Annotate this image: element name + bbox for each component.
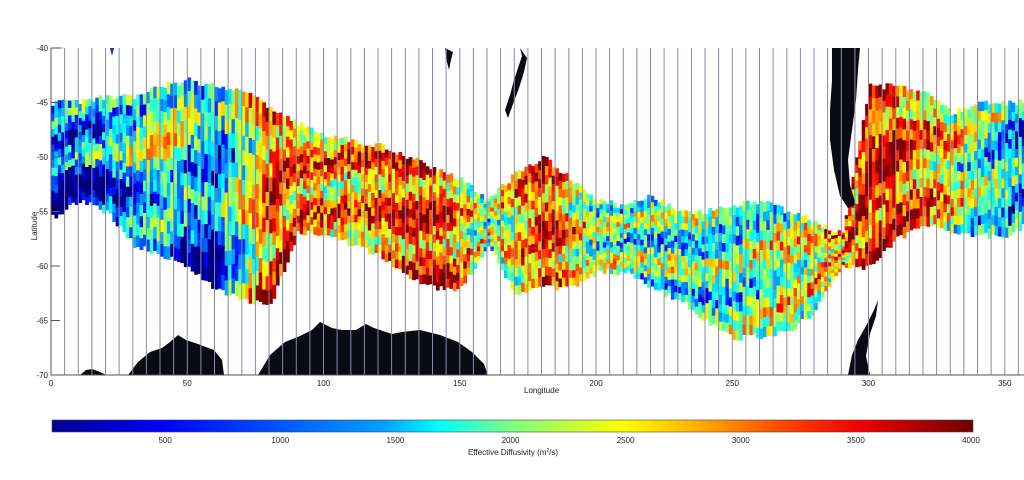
y-tick-label: -55 — [36, 208, 48, 217]
y-tick-label: -70 — [36, 371, 48, 380]
colorbar-ticks: 500 1000 1500 2000 2500 3000 3500 4000 — [158, 436, 980, 445]
y-tick-label: -60 — [36, 262, 48, 271]
colorbar-tick-label: 1000 — [271, 436, 289, 445]
x-tick-label: 200 — [589, 379, 603, 388]
y-tick-label: -50 — [36, 153, 48, 162]
x-axis-ticks: 0 50 100 150 200 250 300 350 — [49, 379, 1012, 388]
colorbar: 500 1000 1500 2000 2500 3000 3500 4000 Effectiv… — [51, 419, 980, 457]
x-tick-label: 350 — [998, 379, 1012, 388]
y-tick-label: -40 — [36, 44, 48, 53]
colorbar-tick-label: 3500 — [847, 436, 865, 445]
colorbar-tick-label: 1500 — [386, 436, 404, 445]
y-axis-label: Latitude — [30, 211, 39, 240]
x-axis-label: Longitude — [524, 386, 560, 395]
x-tick-label: 0 — [49, 379, 54, 388]
x-tick-label: 250 — [726, 379, 740, 388]
y-tick-label: -65 — [36, 317, 48, 326]
colorbar-tick-label: 4000 — [962, 436, 980, 445]
x-tick-label: 50 — [183, 379, 192, 388]
colorbar-tick-label: 2000 — [502, 436, 520, 445]
colorbar-tick-label: 2500 — [617, 436, 635, 445]
colorbar-tick-label: 3000 — [732, 436, 750, 445]
x-tick-label: 150 — [453, 379, 467, 388]
y-axis-ticks: -40 -45 -50 -55 -60 -65 -70 — [36, 44, 60, 380]
x-tick-label: 300 — [862, 379, 876, 388]
colorbar-label: Effective Diffusivity (m2/s) — [468, 448, 558, 457]
x-tick-label: 100 — [317, 379, 331, 388]
y-tick-label: -45 — [36, 99, 48, 108]
colorbar-tick-label: 500 — [158, 436, 172, 445]
plot-area — [51, 48, 1024, 375]
